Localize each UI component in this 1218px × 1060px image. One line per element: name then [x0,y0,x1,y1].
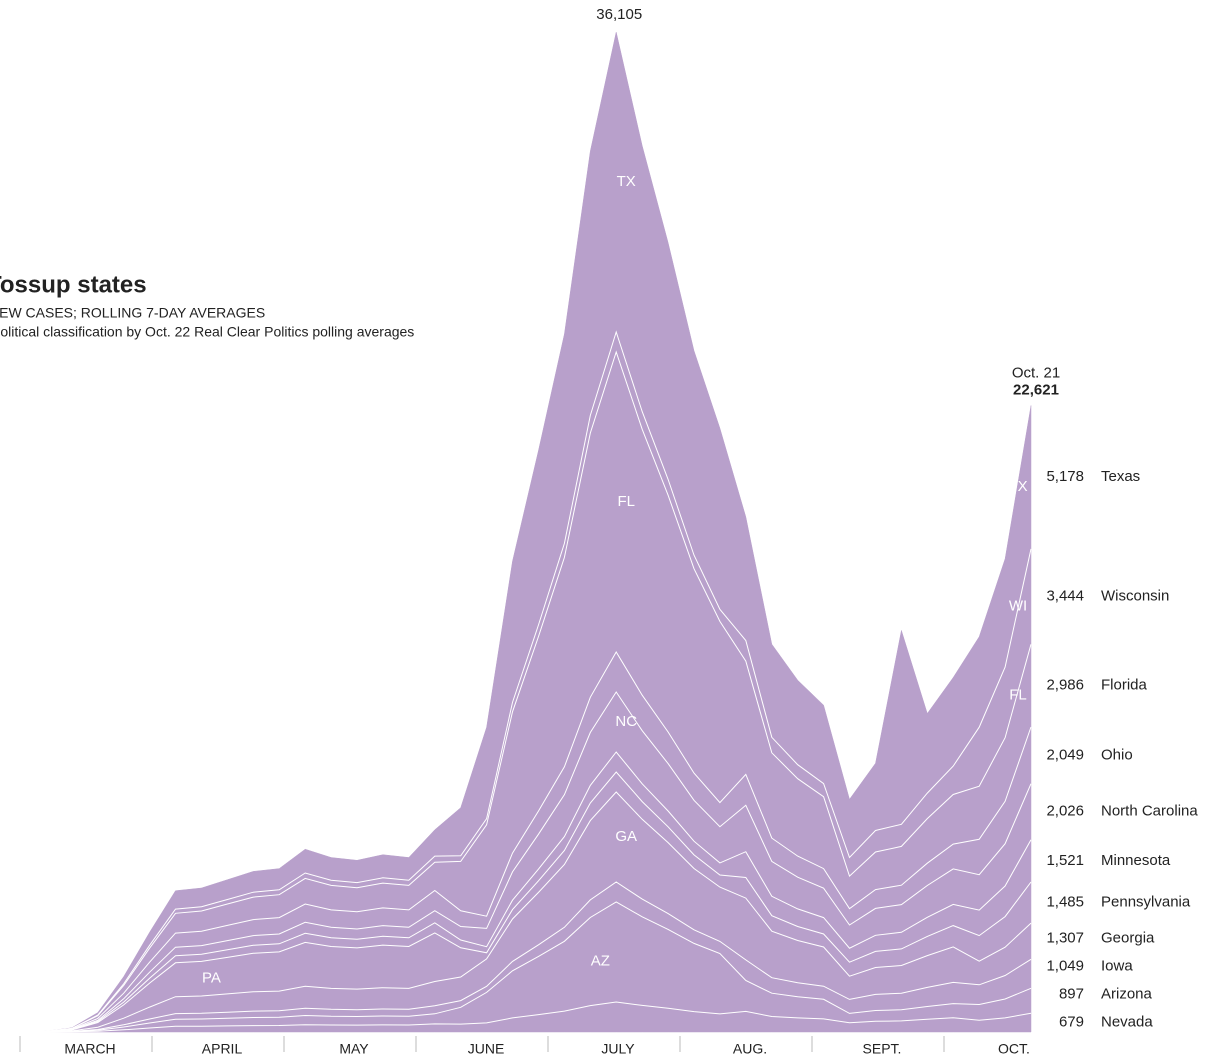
end-value: 679 [1059,1014,1084,1031]
end-value: 2,986 [1046,677,1084,694]
legend-name: Georgia [1101,930,1155,947]
legend-name: Ohio [1101,746,1133,763]
legend-name: Texas [1101,468,1140,485]
area-label: FL [617,493,635,510]
end-total: 22,621 [1013,381,1059,398]
area-label: FL [1009,687,1027,704]
area-outline [19,751,1032,1033]
end-value: 897 [1059,986,1084,1003]
area-label: WI [1009,598,1027,615]
legend-name: Florida [1101,677,1148,694]
area-outline [19,350,1032,1033]
area-outline [19,771,1032,1033]
area-outline [19,901,1032,1033]
subtitle: Political classification by Oct. 22 Real… [0,324,414,340]
x-tick-label: OCT. [998,1041,1030,1057]
end-value: 1,307 [1046,930,1084,947]
end-date: Oct. 21 [1012,364,1060,381]
end-value: 1,521 [1046,852,1084,869]
area-outline [20,1001,1032,1033]
area-label: GA [615,828,637,845]
area-label: PA [202,970,221,987]
legend-name: Iowa [1101,958,1133,975]
area-label: AZ [591,953,610,970]
x-tick-label: JUNE [468,1041,505,1057]
end-value: 2,049 [1046,746,1084,763]
x-tick-label: AUG. [733,1041,767,1057]
subtitle: NEW CASES; ROLLING 7-DAY AVERAGES [0,305,265,321]
x-tick-label: APRIL [202,1041,243,1057]
area-outline [19,651,1032,1033]
area-label: TX [617,173,636,190]
area-outline [19,691,1032,1033]
x-tick-label: JULY [601,1041,635,1057]
x-tick-label: SEPT. [863,1041,902,1057]
end-value: 1,485 [1046,893,1084,910]
area-label: TX [1008,478,1027,495]
end-value: 5,178 [1046,468,1084,485]
legend-name: Pennsylvania [1101,893,1191,910]
legend-name: Wisconsin [1101,588,1169,605]
area-outline [19,791,1032,1033]
peak-label: 36,105 [596,6,642,23]
area-outline [19,330,1032,1033]
x-tick-label: MAY [339,1041,369,1057]
legend-name: Arizona [1101,986,1153,1003]
end-value: 1,049 [1046,958,1084,975]
legend-name: Nevada [1101,1014,1153,1031]
legend-name: North Carolina [1101,803,1198,820]
end-value: 3,444 [1046,588,1084,605]
areas [19,31,1032,1033]
area-outline [19,881,1032,1033]
chart-title: Tossup states [0,271,147,298]
legend-name: Minnesota [1101,852,1171,869]
area-label: NC [615,713,637,730]
end-value: 2,026 [1046,803,1084,820]
x-tick-label: MARCH [64,1041,115,1057]
